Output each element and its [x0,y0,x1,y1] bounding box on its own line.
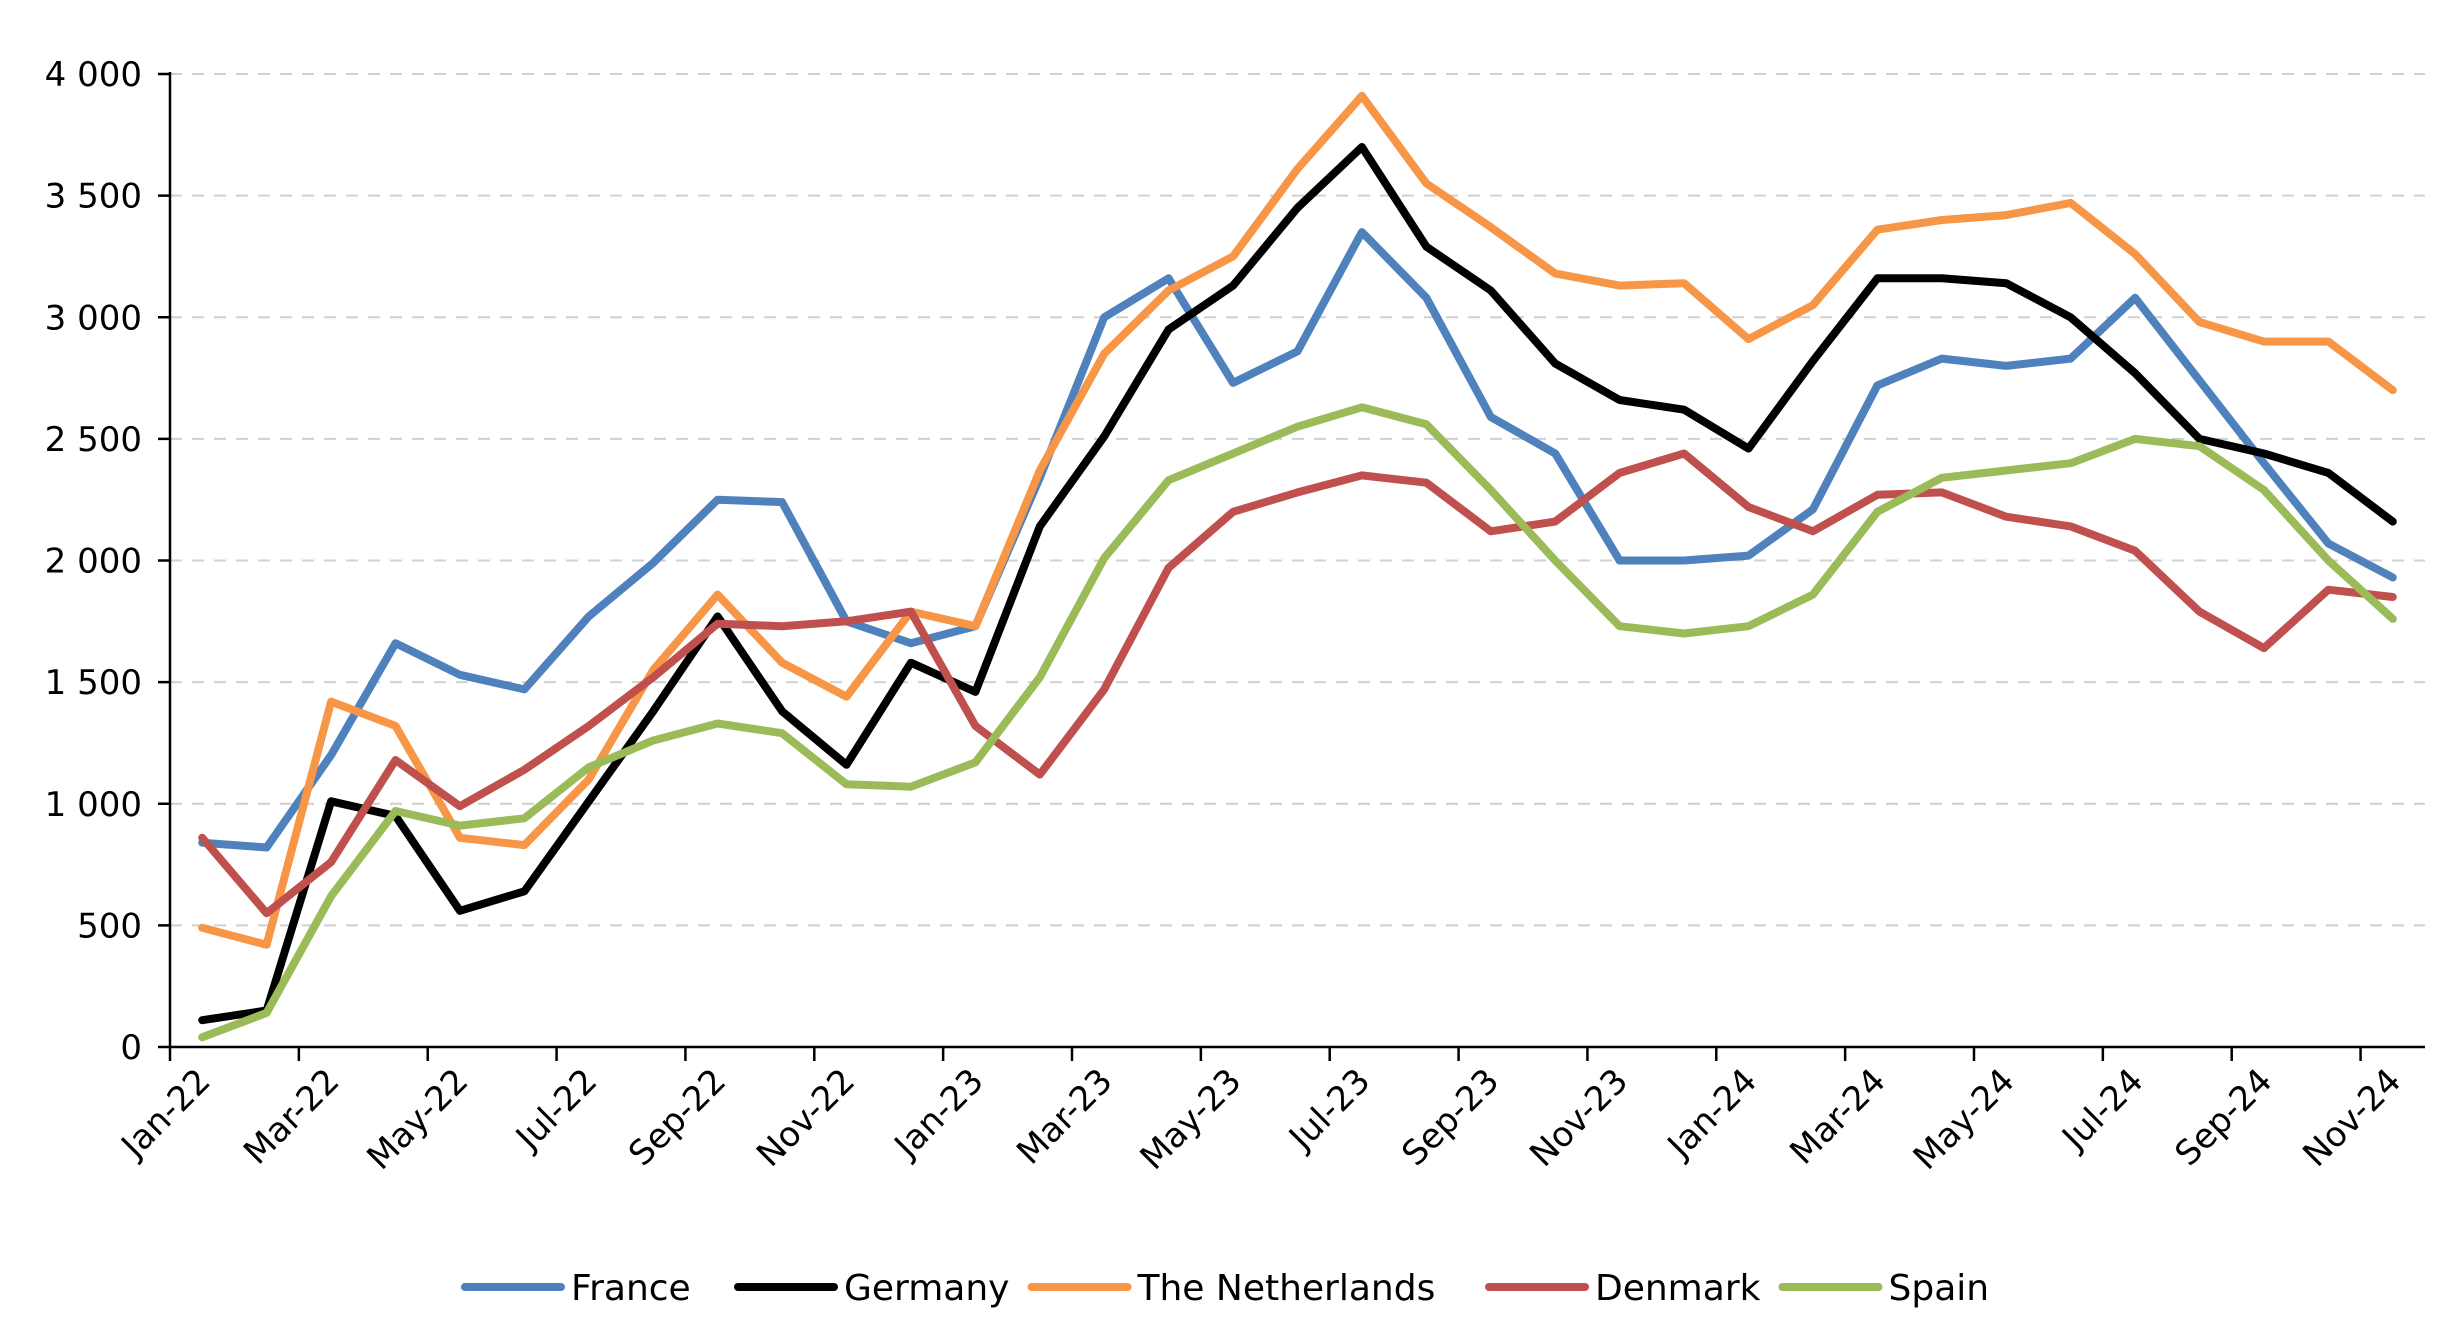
x-tick-label: Jan-22 [113,1061,219,1167]
x-tick-label: Nov-23 [1522,1061,1636,1175]
y-tick-label: 3 000 [45,298,142,338]
y-tick-label: 4 000 [45,55,142,95]
x-tick-label: Mar-24 [1782,1061,1893,1172]
y-tick-label: 500 [77,906,142,946]
y-tick-label: 0 [120,1028,142,1068]
legend-item: The Netherlands [1027,1268,1436,1309]
axes [158,72,2425,1061]
x-tick-label: Sep-24 [2167,1061,2280,1174]
legend: France Germany The Netherlands Denmark Spain [461,1268,1990,1309]
x-tick-label: Jul-22 [507,1061,605,1159]
legend-item: France [461,1268,691,1309]
x-tick-labels: Jan-22 Mar-22 May-22 Jul-22 Sep-22 Nov-22 Jan-… [113,1061,2410,1178]
legend-label: Denmark [1595,1268,1761,1309]
y-tick-labels: 0 500 1 000 1 500 2 000 2 500 3 000 3 500 4 000 [45,55,142,1068]
x-tick-label: Mar-23 [1009,1061,1120,1172]
legend-item: Denmark [1485,1268,1761,1309]
legend-item: Spain [1778,1268,1990,1309]
legend-item: Germany [734,1268,1009,1309]
series-line-denmark [198,449,2397,918]
x-tick-label: Mar-22 [236,1061,347,1172]
x-tick-label: May-23 [1133,1061,1250,1178]
legend-label: The Netherlands [1137,1268,1436,1309]
legend-label: Spain [1889,1268,1990,1309]
x-tick-label: Nov-24 [2295,1061,2409,1175]
y-tick-label: 1 000 [45,785,142,825]
series-line-the-netherlands [198,91,2397,949]
y-tick-label: 2 000 [45,542,142,582]
x-tick-label: May-24 [1906,1061,2023,1178]
x-tick-label: Jan-24 [1659,1061,1765,1167]
series-lines [198,91,2397,1042]
x-tick-label: Jul-24 [2053,1061,2151,1159]
x-tick-label: Jul-23 [1280,1061,1378,1159]
y-tick-label: 2 500 [45,420,142,460]
series-line-france [198,228,2397,852]
y-tick-label: 3 500 [45,177,142,217]
x-tick-label: Sep-23 [1394,1061,1507,1174]
gridlines [170,73,2425,927]
x-tick-label: Jan-23 [886,1061,992,1167]
y-tick-label: 1 500 [45,663,142,703]
legend-label: France [571,1268,691,1309]
series-line-spain [198,403,2397,1042]
x-tick-label: Sep-22 [621,1061,734,1174]
legend-label: Germany [844,1268,1009,1309]
x-tick-label: May-22 [359,1061,476,1178]
series-line-germany [198,143,2397,1025]
x-tick-label: Nov-22 [749,1061,863,1175]
